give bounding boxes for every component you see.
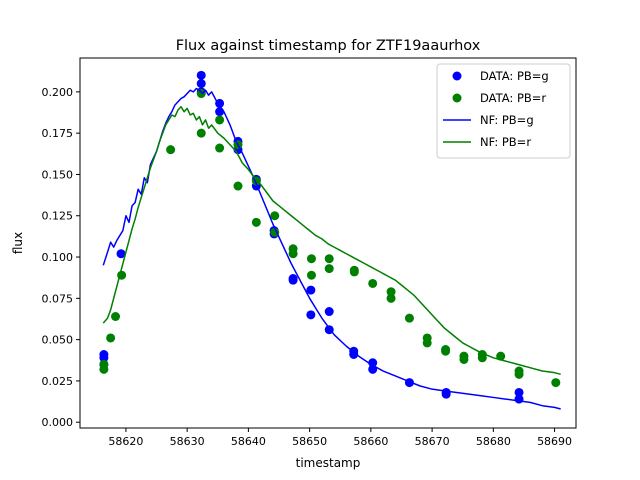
nf-pb-g-line [102, 87, 561, 410]
data-pb-r-point-31 [441, 346, 451, 356]
data-pb-r-point-1 [99, 364, 109, 374]
data-pb-g-point-3 [116, 249, 126, 259]
x-axis: 58620 58630 58640 58650 58660 58670 58680 58690 [108, 428, 572, 448]
data-pb-r-point-25 [386, 287, 396, 297]
data-pb-r-point-3 [111, 312, 121, 321]
legend: DATA: PB=g DATA: PB=r NF: PB=g NF: PB=r [436, 63, 571, 159]
data-pb-r-point-33 [459, 354, 469, 364]
data-pb-r-point-29 [422, 338, 432, 348]
data-pb-r-point-20 [324, 254, 334, 264]
data-pb-g-point-16 [288, 275, 298, 285]
data-pb-r-point-23 [349, 267, 359, 277]
data-pb-r-point-6 [196, 89, 206, 99]
y-tick-label: 0.150 [42, 168, 74, 181]
legend-marker-data-pb-g [452, 71, 462, 81]
legend-label-nf-pb-g: NF: PB=g [480, 113, 534, 127]
data-pb-r-point-27 [404, 313, 414, 323]
y-tick-label: 0.200 [42, 86, 74, 99]
data-pb-g-point-1 [99, 353, 109, 363]
data-pb-r-point-2 [106, 333, 116, 343]
data-pb-r-point-26 [386, 293, 396, 303]
data-pb-g-point-28 [514, 387, 524, 397]
y-tick-label: 0.175 [42, 127, 74, 140]
data-pb-r-point-11 [233, 181, 243, 191]
data-pb-r-point-19 [306, 270, 316, 280]
legend-label-data-pb-g: DATA: PB=g [480, 69, 549, 83]
x-axis-label: timestamp [296, 456, 361, 470]
data-pb-r-point-17 [288, 249, 298, 259]
x-tick-label: 58620 [108, 435, 143, 448]
y-tick-label: 0.125 [42, 210, 74, 223]
data-pb-g-point-17 [306, 285, 316, 295]
data-pb-r-point-35 [477, 353, 487, 363]
x-tick-label: 58640 [231, 435, 266, 448]
y-tick-label: 0.050 [42, 334, 74, 347]
data-pb-r-point-14 [270, 211, 280, 221]
data-pb-g-point-8 [215, 107, 225, 117]
data-pb-g-point-29 [514, 394, 524, 404]
legend-marker-data-pb-r [452, 93, 462, 103]
data-pb-r-point-7 [196, 128, 206, 138]
y-tick-label: 0.000 [42, 416, 74, 429]
legend-label-data-pb-r: DATA: PB=r [480, 91, 546, 105]
data-pb-g-point-19 [324, 307, 334, 317]
y-tick-label: 0.100 [42, 251, 74, 264]
x-tick-label: 58690 [537, 435, 572, 448]
x-tick-label: 58650 [292, 435, 327, 448]
y-axis: 0.000 0.025 0.050 0.075 0.100 0.125 0.150 0.175… [42, 86, 80, 429]
chart-title: Flux against timestamp for ZTF19aaurhox [176, 38, 481, 54]
x-tick-label: 58660 [353, 435, 388, 448]
data-pb-r-point-24 [368, 278, 378, 288]
data-pb-r-point-9 [215, 143, 225, 153]
data-pb-g-point-4 [196, 70, 206, 80]
data-pb-g-point-22 [349, 350, 359, 359]
x-tick-label: 58680 [476, 435, 511, 448]
data-pb-g-point-5 [196, 79, 206, 89]
data-pb-g-point-18 [306, 310, 316, 320]
y-axis-label: flux [11, 232, 25, 254]
y-tick-label: 0.025 [42, 375, 74, 388]
axes-frame [79, 57, 577, 429]
plot-area [99, 70, 561, 410]
data-pb-r-point-39 [551, 378, 561, 388]
data-pb-r-point-5 [166, 145, 176, 155]
nf-pb-r-line [102, 105, 561, 376]
data-pb-r-point-18 [306, 254, 316, 264]
x-tick-label: 58630 [170, 435, 205, 448]
data-pb-r-point-21 [324, 264, 334, 274]
data-pb-r-point-8 [215, 115, 225, 125]
x-tick-label: 58670 [415, 435, 450, 448]
data-pb-r-point-38 [514, 369, 524, 379]
legend-box [436, 63, 571, 159]
legend-label-nf-pb-r: NF: PB=r [480, 135, 531, 149]
y-tick-label: 0.075 [42, 292, 74, 305]
data-pb-r-point-13 [251, 217, 261, 227]
